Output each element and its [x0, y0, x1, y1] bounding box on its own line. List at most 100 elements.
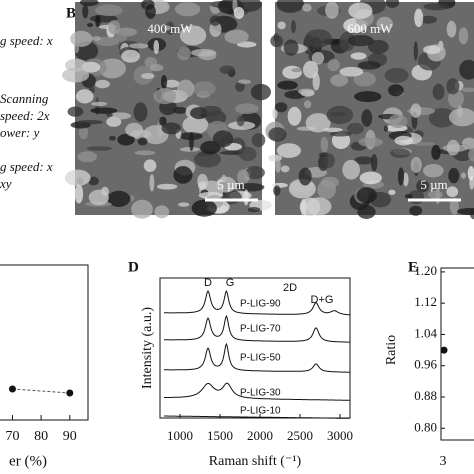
sem-texture	[416, 179, 430, 193]
scheme-text: g speed: x	[0, 159, 53, 174]
scheme-text: ower: y	[0, 125, 40, 140]
sem-texture	[422, 164, 444, 178]
sem-texture	[209, 21, 222, 37]
sem-texture	[383, 125, 389, 132]
sem-texture	[251, 133, 266, 148]
sem-texture	[200, 105, 222, 116]
sem-texture	[326, 105, 354, 125]
point	[440, 346, 448, 354]
sem-texture	[198, 181, 207, 190]
sem-texture	[354, 156, 374, 165]
image-caption: 400 mW	[147, 21, 193, 36]
sem-texture	[384, 67, 409, 83]
sem-texture	[468, 148, 474, 162]
sem-texture	[191, 199, 217, 217]
sem-texture	[62, 67, 90, 83]
sem-texture	[350, 52, 367, 60]
sem-texture	[247, 207, 261, 213]
sem-texture	[361, 109, 373, 127]
sem-texture	[457, 207, 474, 215]
sem-texture	[404, 194, 413, 199]
sem-texture	[356, 187, 377, 204]
sem-texture	[325, 1, 339, 19]
peak-label: G	[226, 277, 235, 289]
sem-texture	[91, 36, 102, 41]
sem-texture	[339, 66, 364, 77]
sem-texture	[212, 130, 234, 148]
y-axis-label: Ratio	[384, 335, 399, 365]
sem-texture	[174, 2, 201, 17]
sem-texture	[409, 205, 423, 216]
sem-texture	[291, 20, 296, 34]
y-axis-label: Intensity (a.u.)	[140, 307, 155, 389]
y-tick-label: 1.12	[414, 294, 437, 309]
sem-texture	[376, 16, 394, 31]
axis-frame	[440, 267, 474, 441]
sem-texture	[156, 183, 178, 190]
sem-texture	[291, 68, 303, 73]
sem-texture	[77, 151, 97, 163]
sem-texture	[117, 133, 135, 146]
sem-texture	[107, 190, 131, 207]
sem-texture	[82, 4, 89, 19]
sem-texture	[274, 102, 288, 113]
spectrum	[164, 382, 350, 401]
sem-texture	[268, 154, 282, 162]
point	[66, 389, 74, 397]
sem-texture	[410, 156, 422, 174]
x-axis-label: er (%)	[9, 453, 47, 469]
sem-texture	[137, 137, 148, 146]
sem-texture	[149, 64, 164, 72]
sem-texture	[215, 176, 236, 193]
x-tick-label: 2500	[287, 428, 313, 443]
sem-texture	[423, 45, 441, 55]
sem-texture	[194, 150, 221, 168]
sem-texture	[153, 39, 160, 55]
peak-label: 2D	[283, 282, 297, 294]
sem-texture	[70, 30, 93, 47]
sem-texture	[88, 176, 99, 186]
sem-texture	[368, 39, 389, 54]
point	[8, 385, 16, 393]
sem-texture	[323, 153, 335, 168]
sem-texture	[67, 106, 84, 117]
sem-texture	[298, 167, 312, 186]
sem-texture	[154, 205, 170, 219]
sem-texture	[268, 127, 287, 142]
sem-texture	[359, 171, 382, 185]
sem-texture	[287, 106, 302, 126]
sem-texture	[458, 27, 469, 45]
sem-texture	[304, 29, 332, 48]
sem-texture	[145, 4, 156, 19]
sem-texture	[448, 167, 460, 184]
scheme-text: Scanning	[0, 91, 49, 106]
sem-texture	[357, 61, 381, 70]
y-tick-label: 0.88	[414, 388, 437, 403]
x-tick-label: 2000	[247, 428, 273, 443]
sem-texture	[164, 25, 171, 31]
sem-texture	[358, 137, 383, 147]
sem-texture	[388, 189, 396, 195]
sem-texture	[320, 136, 329, 153]
sem-texture	[88, 189, 109, 206]
sem-texture	[288, 179, 316, 199]
sem-texture	[95, 4, 123, 17]
sem-texture	[270, 34, 284, 48]
sem-texture	[357, 204, 376, 219]
sem-texture	[342, 159, 360, 180]
sem-texture	[121, 49, 140, 63]
sem-texture	[86, 22, 94, 28]
spectrum	[164, 314, 350, 343]
sem-texture	[224, 29, 249, 44]
sem-texture	[236, 115, 245, 127]
sem-texture	[108, 135, 116, 141]
y-tick-label: 0.80	[414, 419, 437, 434]
sem-texture	[446, 186, 459, 198]
sem-texture	[173, 166, 193, 184]
series-label: P-LIG-50	[240, 353, 281, 364]
x-tick-label: 80	[34, 429, 48, 444]
sem-texture	[428, 108, 456, 128]
y-tick-label: 1.20	[414, 263, 437, 278]
sem-texture	[159, 116, 167, 126]
sem-texture	[219, 150, 243, 155]
